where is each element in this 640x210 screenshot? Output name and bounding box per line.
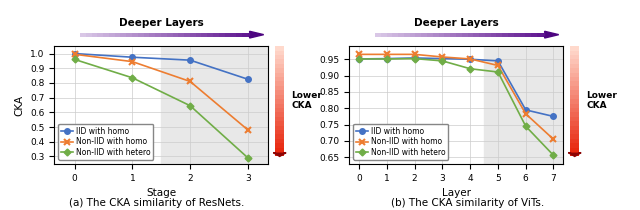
IID with homo xyxy=(438,57,446,60)
Text: Deeper Layers: Deeper Layers xyxy=(414,18,499,28)
Non-IID with homo xyxy=(355,53,363,56)
Line: Non-IID with homo: Non-IID with homo xyxy=(356,51,557,143)
Non-IID with hetero xyxy=(550,154,557,157)
Non-IID with homo xyxy=(244,129,252,131)
X-axis label: Stage: Stage xyxy=(146,188,177,198)
Y-axis label: CKA: CKA xyxy=(15,94,25,116)
Text: (a) The CKA similarity of ResNets.: (a) The CKA similarity of ResNets. xyxy=(69,198,244,208)
IID with homo xyxy=(129,56,136,58)
Non-IID with homo xyxy=(522,113,529,115)
Line: Non-IID with hetero: Non-IID with hetero xyxy=(72,57,250,160)
Non-IID with hetero xyxy=(71,58,79,61)
Text: (b) The CKA similarity of ViTs.: (b) The CKA similarity of ViTs. xyxy=(390,198,544,208)
Text: Lower
CKA: Lower CKA xyxy=(291,91,322,110)
Non-IID with homo xyxy=(383,53,391,56)
Text: Lower
CKA: Lower CKA xyxy=(586,91,617,110)
Non-IID with hetero xyxy=(467,67,474,70)
IID with homo xyxy=(244,78,252,80)
Non-IID with homo xyxy=(467,58,474,60)
Line: Non-IID with homo: Non-IID with homo xyxy=(71,51,252,134)
Non-IID with homo xyxy=(411,53,419,56)
Non-IID with hetero xyxy=(244,157,252,159)
Bar xyxy=(161,46,277,164)
Non-IID with homo xyxy=(550,138,557,140)
Non-IID with homo xyxy=(438,56,446,58)
Non-IID with homo xyxy=(186,80,194,83)
Non-IID with homo xyxy=(494,64,502,67)
IID with homo xyxy=(186,59,194,61)
IID with homo xyxy=(355,58,363,60)
Non-IID with hetero xyxy=(522,125,529,127)
Legend: IID with homo, Non-IID with homo, Non-IID with hetero: IID with homo, Non-IID with homo, Non-II… xyxy=(58,124,154,160)
Line: Non-IID with hetero: Non-IID with hetero xyxy=(356,56,556,158)
Legend: IID with homo, Non-IID with homo, Non-IID with hetero: IID with homo, Non-IID with homo, Non-II… xyxy=(353,124,449,160)
IID with homo xyxy=(467,58,474,60)
IID with homo xyxy=(494,60,502,62)
Non-IID with hetero xyxy=(438,60,446,62)
Non-IID with homo xyxy=(71,53,79,55)
IID with homo xyxy=(411,57,419,59)
Non-IID with hetero xyxy=(411,57,419,60)
Line: IID with homo: IID with homo xyxy=(356,55,556,119)
Line: IID with homo: IID with homo xyxy=(72,51,251,82)
X-axis label: Layer: Layer xyxy=(442,188,471,198)
Non-IID with hetero xyxy=(186,104,194,107)
Non-IID with hetero xyxy=(129,76,136,79)
Non-IID with hetero xyxy=(494,71,502,73)
Bar xyxy=(484,46,568,164)
Text: Deeper Layers: Deeper Layers xyxy=(119,18,204,28)
Non-IID with hetero xyxy=(355,58,363,60)
IID with homo xyxy=(550,115,557,118)
IID with homo xyxy=(383,57,391,60)
IID with homo xyxy=(71,52,79,55)
Non-IID with homo xyxy=(129,60,136,63)
Non-IID with hetero xyxy=(383,58,391,60)
IID with homo xyxy=(522,109,529,111)
